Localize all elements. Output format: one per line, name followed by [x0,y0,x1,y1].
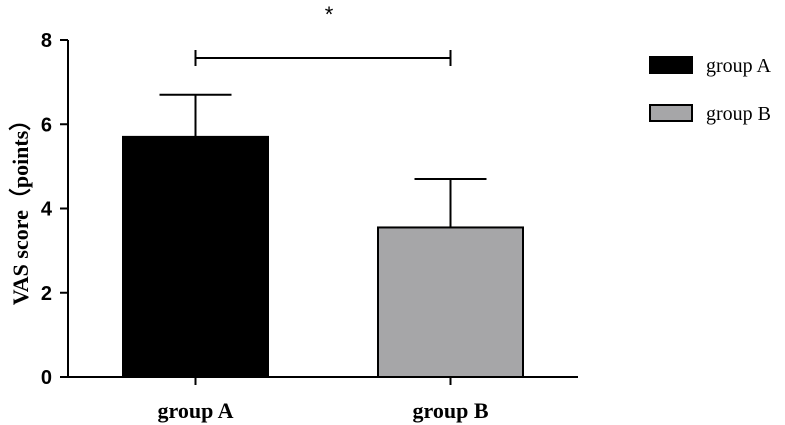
legend: group A group B [649,55,772,125]
x-tick-label-group-a: group A [157,398,233,423]
y-axis-label: VAS score（points） [8,109,33,306]
bar-group-b [377,226,524,378]
y-tick-label-4: 4 [41,199,53,221]
y-tick-label-8: 8 [41,30,52,52]
error-bars [159,93,487,228]
y-tick-label-6: 6 [41,114,52,136]
legend-swatch-group-b [649,104,693,122]
legend-label-group-b: group B [706,103,771,125]
significance-label: * [325,2,334,27]
bar-group-a [122,135,269,378]
x-tick-label-group-b: group B [412,398,488,423]
legend-label-group-a: group A [706,55,772,77]
significance-bracket: * [194,2,452,66]
y-tick-label-0: 0 [41,367,52,389]
legend-swatch-group-a [649,56,693,74]
y-tick-label-2: 2 [41,283,52,305]
bars [122,135,524,378]
